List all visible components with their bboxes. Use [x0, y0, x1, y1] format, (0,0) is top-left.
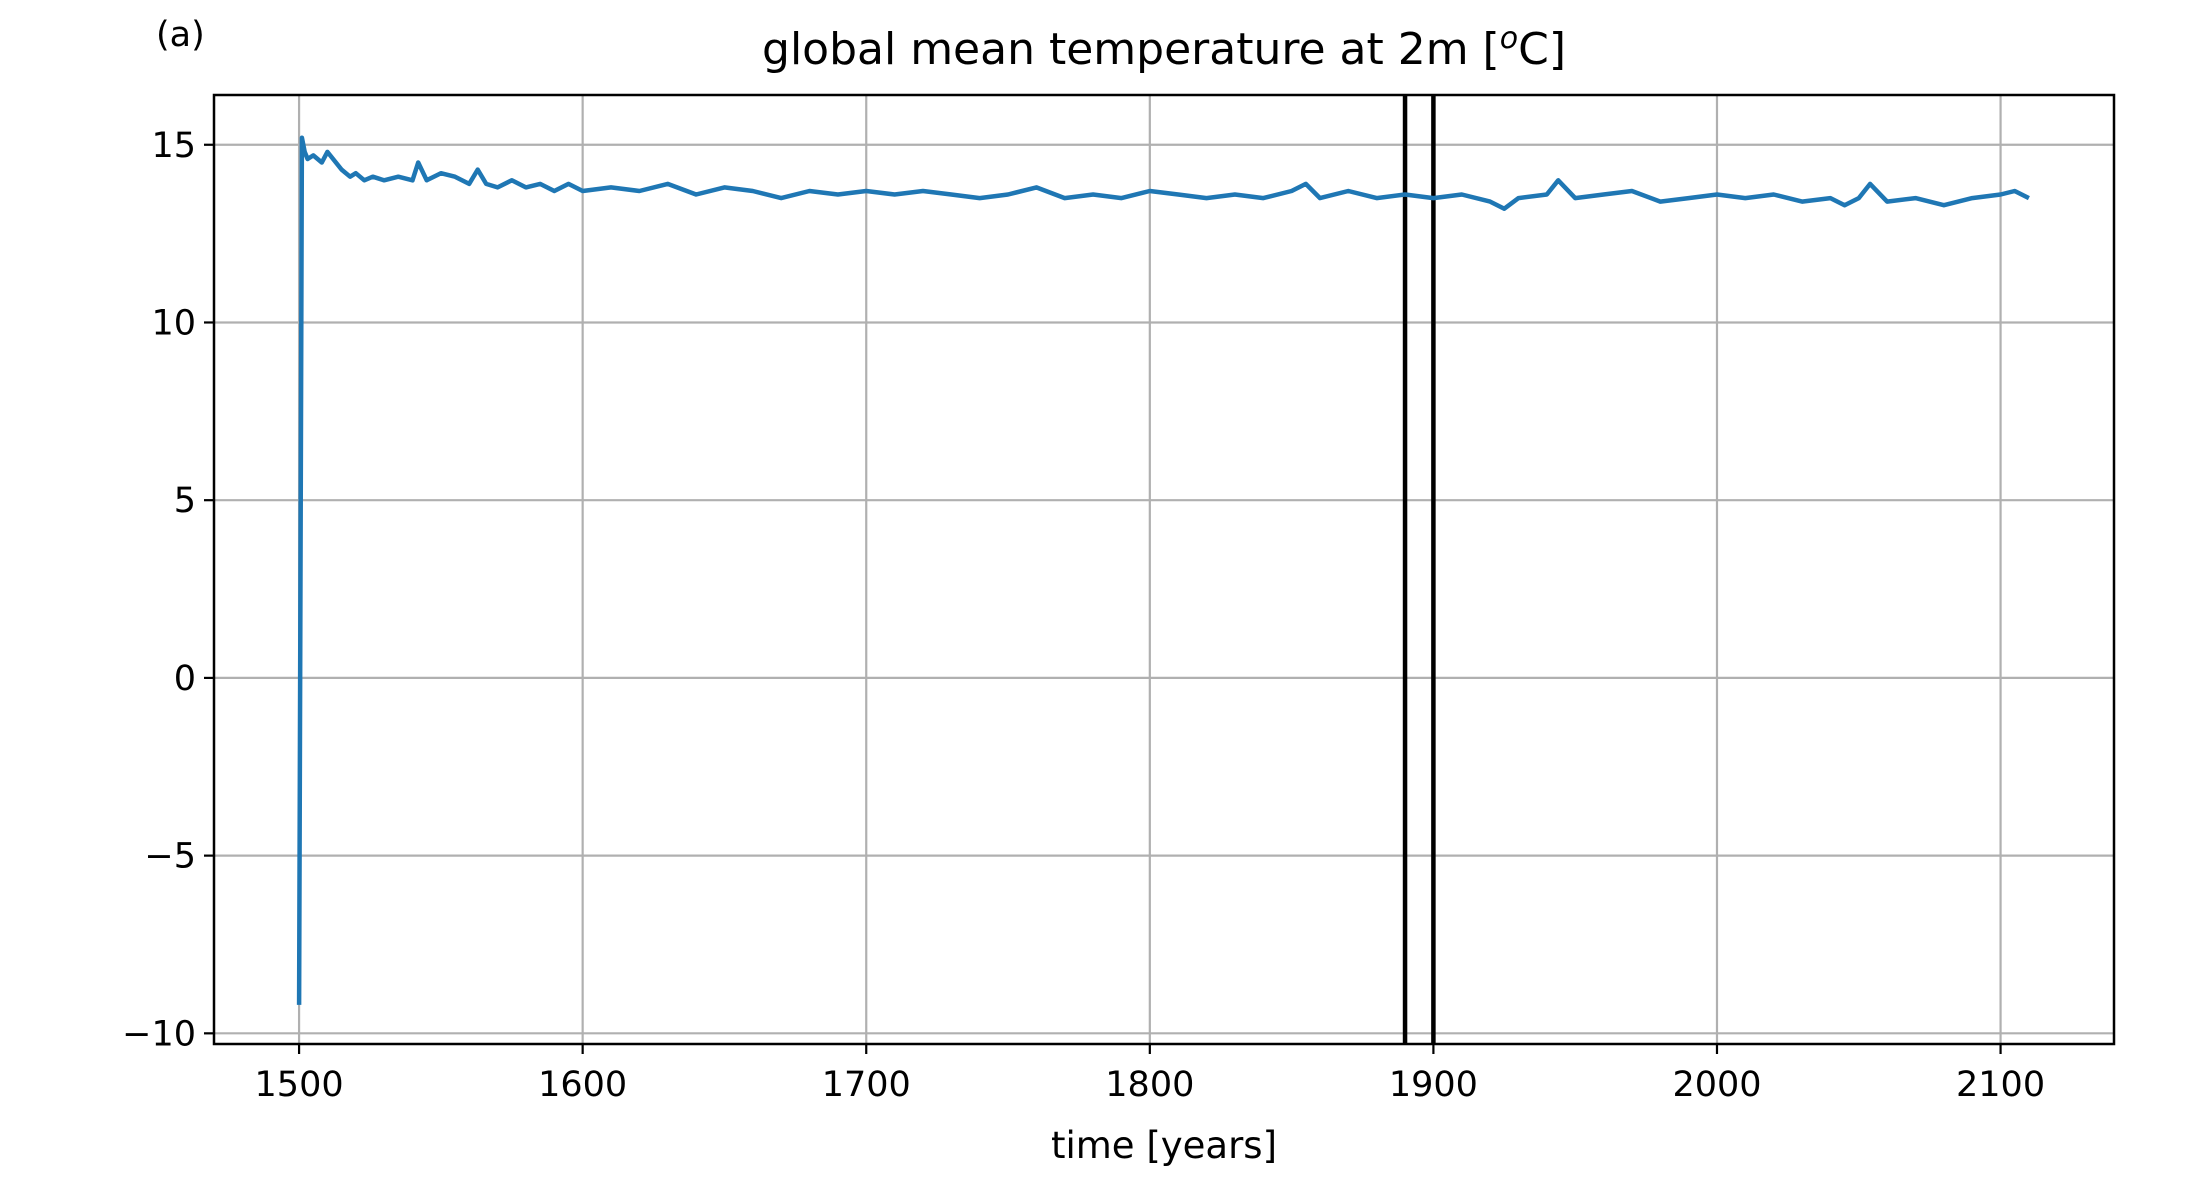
y-tick-label: 0 [174, 659, 196, 699]
title-superscript: o [1500, 21, 1518, 56]
x-tick-label: 1700 [822, 1065, 911, 1105]
y-axis: −10 −5 0 5 10 15 [122, 126, 214, 1054]
grid [214, 95, 2114, 1044]
reference-lines [1402, 95, 1436, 1044]
x-tick-label: 1500 [255, 1065, 344, 1105]
y-tick-label: 5 [174, 481, 196, 521]
y-tick-label: −10 [122, 1014, 196, 1054]
y-tick-label: 10 [151, 303, 196, 343]
x-axis-label: time [years] [1051, 1124, 1277, 1167]
x-tick-label: 1800 [1105, 1065, 1194, 1105]
x-tick-label: 2000 [1672, 1065, 1761, 1105]
panel-label: (a) [156, 15, 205, 55]
x-tick-label: 2100 [1956, 1065, 2045, 1105]
chart-title: global mean temperature at 2m [oC] [762, 21, 1566, 75]
x-axis: 1500 1600 1700 1800 1900 2000 2100 [255, 1044, 2045, 1105]
x-tick-label: 1900 [1389, 1065, 1478, 1105]
series-layer [296, 135, 2030, 1005]
y-tick-label: 15 [151, 126, 196, 166]
plot-frame [212, 93, 2116, 1046]
x-tick-label: 1600 [538, 1065, 627, 1105]
y-tick-label: −5 [144, 837, 196, 877]
series-line [296, 135, 2030, 1005]
